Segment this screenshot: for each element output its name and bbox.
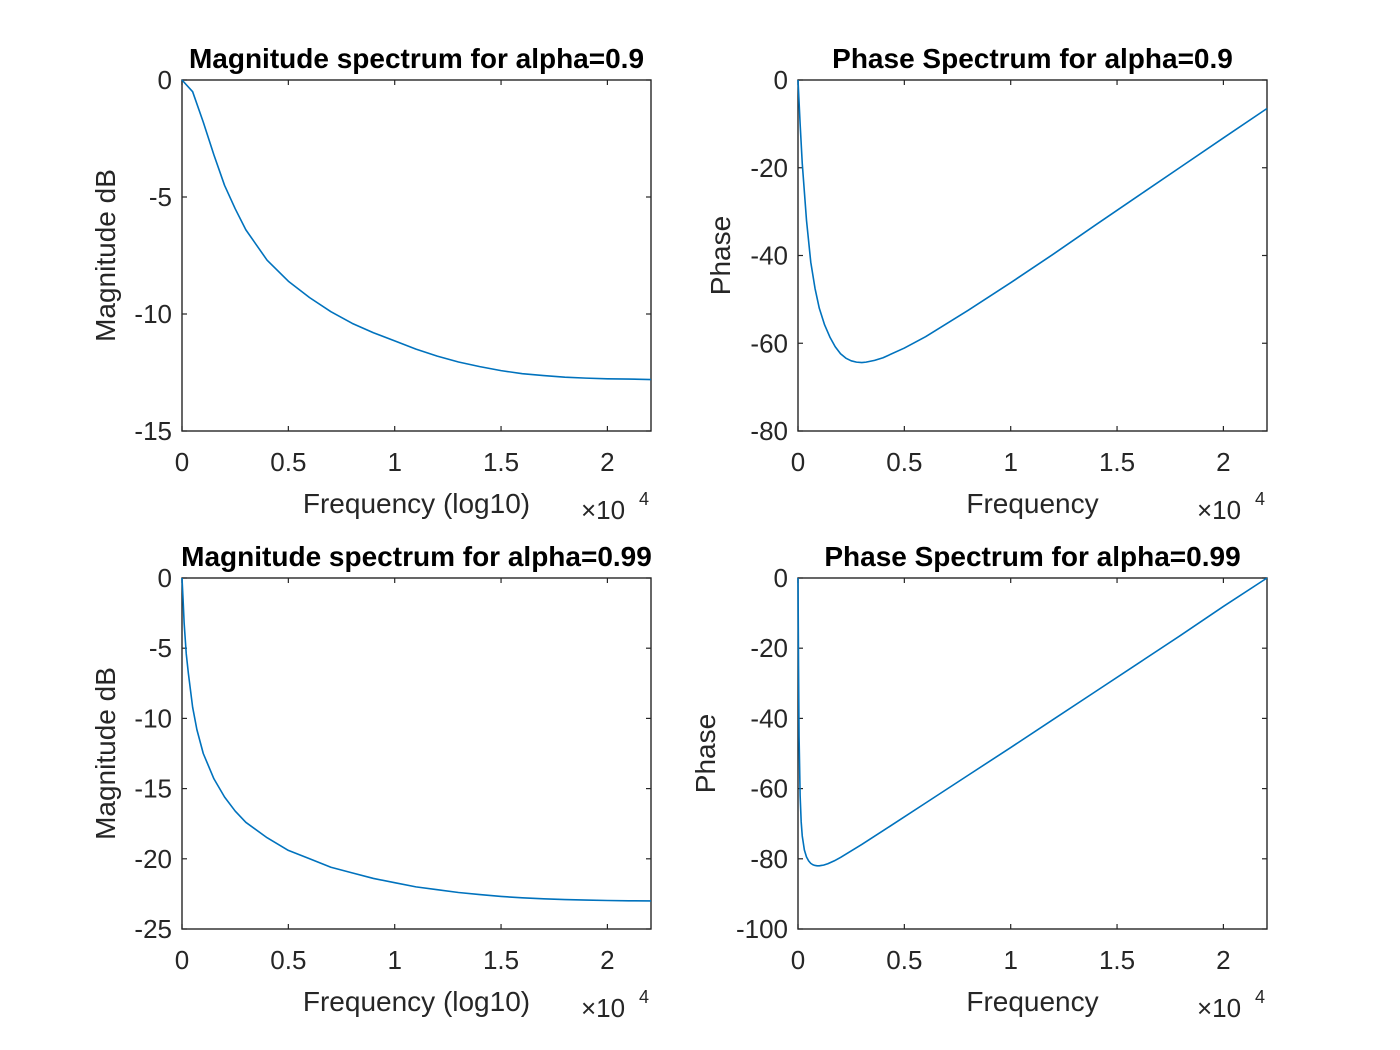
- x-exponent-power: 4: [639, 489, 649, 509]
- y-tick-label: -10: [134, 703, 172, 733]
- x-tick-label: 0: [175, 945, 189, 975]
- y-tick-label: -20: [134, 844, 172, 874]
- x-tick-label: 2: [600, 945, 614, 975]
- y-tick-label: -40: [750, 241, 788, 271]
- x-exponent-prefix: ×10: [581, 993, 625, 1023]
- x-exponent-prefix: ×10: [581, 495, 625, 525]
- subplot-magnitude-alpha-0-9: Magnitude spectrum for alpha=0.9 Frequen…: [90, 43, 652, 525]
- x-tick-label: 2: [1216, 447, 1230, 477]
- axes-box: [181, 577, 652, 930]
- x-tick-label: 1.5: [483, 945, 519, 975]
- y-axis-label: Magnitude dB: [90, 169, 121, 342]
- x-tick-label: 1: [1003, 945, 1017, 975]
- x-tick-label: 0: [175, 447, 189, 477]
- y-tick-label: -80: [750, 844, 788, 874]
- series-line: [797, 577, 1268, 867]
- x-exponent-prefix: ×10: [1197, 993, 1241, 1023]
- x-tick-label: 1: [1003, 447, 1017, 477]
- subplot-phase-alpha-0-99: Phase Spectrum for alpha=0.99 Frequency …: [690, 541, 1268, 1023]
- chart-title: Magnitude spectrum for alpha=0.9: [189, 43, 644, 74]
- y-tick-label: -80: [750, 416, 788, 446]
- series-line: [181, 577, 652, 902]
- x-tick-label: 1.5: [1099, 447, 1135, 477]
- x-tick-label: 1: [387, 447, 401, 477]
- series-line: [797, 79, 1268, 364]
- y-tick-label: -40: [750, 703, 788, 733]
- y-tick-label: -15: [134, 774, 172, 804]
- x-tick-label: 1: [387, 945, 401, 975]
- x-tick-label: 0.5: [886, 945, 922, 975]
- x-tick-label: 2: [600, 447, 614, 477]
- y-tick-label: -25: [134, 914, 172, 944]
- chart-title: Magnitude spectrum for alpha=0.99: [181, 541, 652, 572]
- chart-title: Phase Spectrum for alpha=0.99: [824, 541, 1240, 572]
- x-tick-label: 0.5: [270, 447, 306, 477]
- series-line: [181, 79, 652, 381]
- y-tick-label: -60: [750, 774, 788, 804]
- y-tick-label: -20: [750, 633, 788, 663]
- x-tick-label: 2: [1216, 945, 1230, 975]
- y-tick-label: 0: [774, 65, 788, 95]
- y-axis-label: Magnitude dB: [90, 667, 121, 840]
- axes-box: [181, 79, 652, 432]
- x-tick-label: 0.5: [270, 945, 306, 975]
- y-tick-label: 0: [774, 563, 788, 593]
- x-tick-label: 1.5: [1099, 945, 1135, 975]
- subplot-magnitude-alpha-0-99: Magnitude spectrum for alpha=0.99 Freque…: [90, 541, 652, 1023]
- y-tick-label: -100: [736, 914, 788, 944]
- x-tick-label: 0.5: [886, 447, 922, 477]
- x-tick-label: 0: [791, 447, 805, 477]
- x-tick-label: 0: [791, 945, 805, 975]
- y-tick-label: -20: [750, 153, 788, 183]
- axes-box: [797, 577, 1268, 930]
- subplot-phase-alpha-0-9: Phase Spectrum for alpha=0.9 Frequency P…: [705, 43, 1268, 525]
- y-tick-label: -60: [750, 328, 788, 358]
- x-axis-label: Frequency: [966, 986, 1098, 1017]
- x-axis-label: Frequency (log10): [303, 986, 530, 1017]
- y-tick-label: -15: [134, 416, 172, 446]
- y-tick-label: -5: [149, 633, 172, 663]
- y-tick-label: 0: [158, 563, 172, 593]
- x-axis-label: Frequency (log10): [303, 488, 530, 519]
- y-tick-label: -10: [134, 299, 172, 329]
- chart-title: Phase Spectrum for alpha=0.9: [832, 43, 1233, 74]
- y-axis-label: Phase: [705, 216, 736, 295]
- x-exponent-power: 4: [1255, 987, 1265, 1007]
- y-axis-label: Phase: [690, 714, 721, 793]
- x-tick-label: 1.5: [483, 447, 519, 477]
- x-axis-label: Frequency: [966, 488, 1098, 519]
- x-exponent-power: 4: [639, 987, 649, 1007]
- y-tick-label: -5: [149, 182, 172, 212]
- y-tick-label: 0: [158, 65, 172, 95]
- x-exponent-power: 4: [1255, 489, 1265, 509]
- x-exponent-prefix: ×10: [1197, 495, 1241, 525]
